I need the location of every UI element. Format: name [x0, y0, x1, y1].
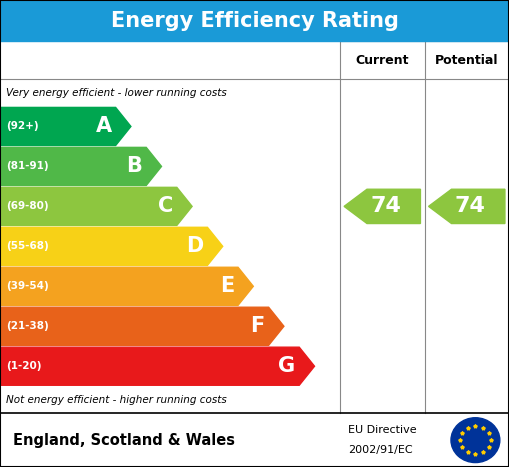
Text: EU Directive: EU Directive — [348, 425, 416, 435]
Polygon shape — [0, 307, 284, 345]
Text: 74: 74 — [370, 197, 401, 216]
Circle shape — [451, 417, 500, 462]
Text: (1-20): (1-20) — [6, 361, 42, 371]
Text: C: C — [157, 197, 173, 216]
Text: F: F — [250, 316, 265, 336]
Bar — [0, 0, 509, 41]
Text: Potential: Potential — [435, 54, 498, 67]
Polygon shape — [0, 227, 223, 265]
Text: England, Scotland & Wales: England, Scotland & Wales — [13, 432, 235, 448]
Text: B: B — [126, 156, 142, 177]
Text: (69-80): (69-80) — [6, 201, 49, 212]
Polygon shape — [429, 189, 505, 224]
Polygon shape — [0, 107, 131, 146]
Text: Energy Efficiency Rating: Energy Efficiency Rating — [110, 11, 399, 30]
Text: A: A — [96, 116, 111, 136]
Text: (92+): (92+) — [6, 121, 39, 131]
Text: Current: Current — [355, 54, 409, 67]
Text: 2002/91/EC: 2002/91/EC — [348, 446, 412, 455]
Polygon shape — [344, 189, 420, 224]
Text: G: G — [278, 356, 295, 376]
Text: (39-54): (39-54) — [6, 281, 49, 291]
Text: Not energy efficient - higher running costs: Not energy efficient - higher running co… — [6, 395, 227, 405]
Polygon shape — [0, 267, 253, 305]
Text: (81-91): (81-91) — [6, 162, 49, 171]
Text: (21-38): (21-38) — [6, 321, 49, 331]
Polygon shape — [0, 347, 315, 385]
Text: D: D — [186, 236, 204, 256]
Polygon shape — [0, 187, 192, 226]
Polygon shape — [0, 148, 161, 185]
Text: (55-68): (55-68) — [6, 241, 49, 251]
Text: 74: 74 — [455, 197, 486, 216]
Text: Very energy efficient - lower running costs: Very energy efficient - lower running co… — [6, 88, 227, 98]
Text: E: E — [220, 276, 234, 296]
